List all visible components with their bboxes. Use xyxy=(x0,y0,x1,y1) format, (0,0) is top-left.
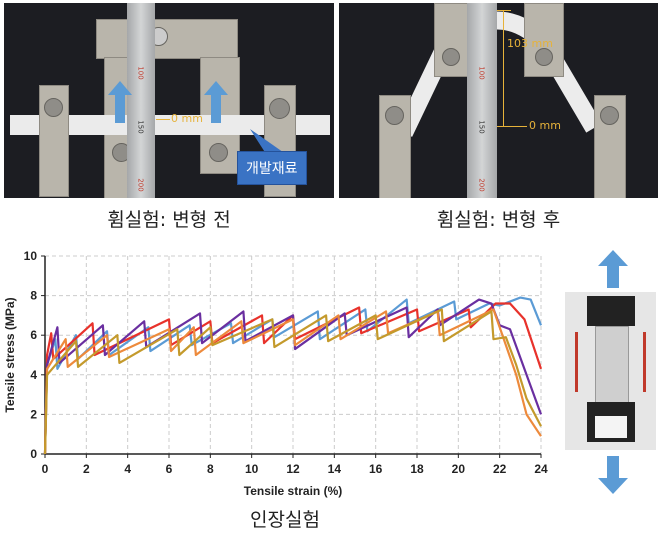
ruler-mark: 100 xyxy=(136,66,145,80)
up-arrow-icon xyxy=(598,250,628,288)
bending-test-before-photo: 100 150 200 0 mm 개발재료 xyxy=(4,3,334,198)
y-tick-label: 6 xyxy=(30,328,37,342)
x-tick-label: 20 xyxy=(452,462,466,476)
x-tick-label: 6 xyxy=(166,462,173,476)
series-line-2 xyxy=(43,302,543,455)
x-tick-label: 16 xyxy=(369,462,383,476)
height-label: 103 mm xyxy=(507,37,553,50)
zero-mm-label: 0 mm xyxy=(529,119,561,132)
ruler-mark: 150 xyxy=(136,120,145,134)
x-tick-label: 14 xyxy=(328,462,342,476)
bending-before-caption: 휨실험: 변형 전 xyxy=(107,209,231,231)
x-tick-label: 4 xyxy=(124,462,131,476)
y-tick-label: 10 xyxy=(24,249,38,263)
x-tick-label: 8 xyxy=(207,462,214,476)
ruler-mark: 200 xyxy=(477,178,486,192)
bending-test-after-photo: 100 150 200 103 mm 0 mm xyxy=(339,3,658,198)
y-axis-label: Tensile stress (MPa) xyxy=(3,297,17,412)
x-tick-label: 18 xyxy=(410,462,424,476)
y-tick-label: 2 xyxy=(30,407,37,421)
ruler-mark: 100 xyxy=(477,66,486,80)
x-tick-label: 2 xyxy=(83,462,90,476)
zero-mm-label: 0 mm xyxy=(171,112,203,125)
up-arrow-icon xyxy=(204,81,228,123)
y-tick-label: 8 xyxy=(30,289,37,303)
specimen-beam xyxy=(10,115,330,135)
series-line-5 xyxy=(43,308,542,455)
series-line-4 xyxy=(43,308,542,455)
y-tick-label: 4 xyxy=(30,368,37,382)
x-tick-label: 24 xyxy=(534,462,548,476)
material-callout: 개발재료 xyxy=(237,151,307,185)
bending-after-caption: 휨실험: 변형 후 xyxy=(436,209,561,231)
up-arrow-icon xyxy=(108,81,132,123)
callout-pointer xyxy=(250,129,290,157)
x-tick-label: 0 xyxy=(42,462,49,476)
x-tick-label: 10 xyxy=(245,462,259,476)
ruler-mark: 150 xyxy=(477,120,486,134)
x-axis-label: Tensile strain (%) xyxy=(244,484,342,498)
tensile-caption: 인장실험 xyxy=(250,509,320,531)
tensile-test-photo xyxy=(565,292,656,450)
ruler xyxy=(467,3,497,198)
x-tick-label: 22 xyxy=(493,462,507,476)
ruler-mark: 200 xyxy=(136,178,145,192)
down-arrow-icon xyxy=(598,456,628,494)
x-tick-label: 12 xyxy=(286,462,300,476)
ruler xyxy=(127,3,155,198)
y-tick-label: 0 xyxy=(30,447,37,461)
